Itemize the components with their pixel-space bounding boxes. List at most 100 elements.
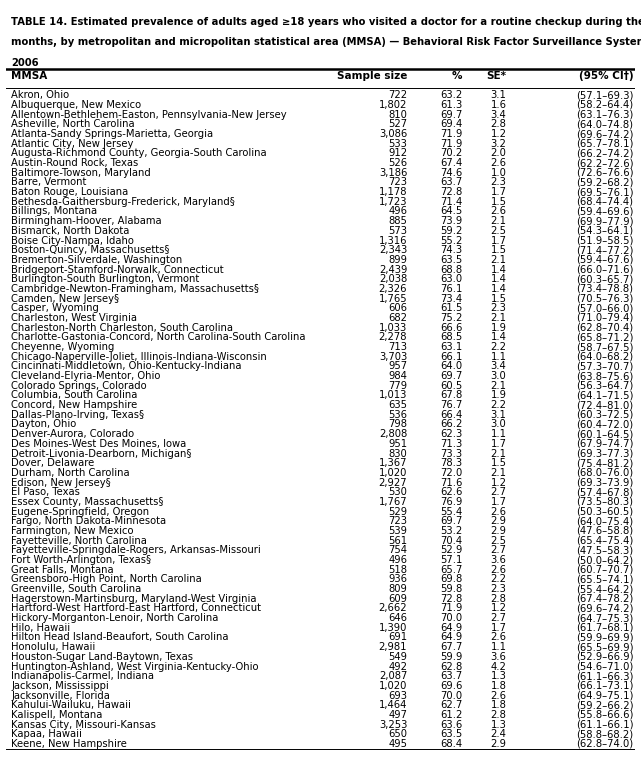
Text: 63.1: 63.1 — [440, 342, 462, 352]
Text: 76.9: 76.9 — [440, 497, 462, 507]
Text: 67.8: 67.8 — [440, 391, 462, 401]
Text: (57.0–66.0): (57.0–66.0) — [576, 303, 633, 313]
Text: (71.0–79.4): (71.0–79.4) — [576, 313, 633, 323]
Text: 3,086: 3,086 — [379, 129, 407, 139]
Text: 70.0: 70.0 — [440, 613, 462, 623]
Text: Bethesda-Gaithersburg-Frederick, Maryland§: Bethesda-Gaithersburg-Frederick, Marylan… — [12, 197, 235, 207]
Text: 63.6: 63.6 — [440, 720, 462, 730]
Text: 1.8: 1.8 — [490, 700, 506, 711]
Text: 70.2: 70.2 — [440, 148, 462, 158]
Text: (58.2–64.4): (58.2–64.4) — [576, 100, 633, 110]
Text: (62.2–72.6): (62.2–72.6) — [576, 158, 633, 168]
Text: Cheyenne, Wyoming: Cheyenne, Wyoming — [12, 342, 115, 352]
Text: Dayton, Ohio: Dayton, Ohio — [12, 420, 77, 429]
Text: 3,186: 3,186 — [379, 168, 407, 178]
Text: Greensboro-High Point, North Carolina: Greensboro-High Point, North Carolina — [12, 575, 202, 584]
Text: 66.4: 66.4 — [440, 410, 462, 420]
Text: (60.7–70.7): (60.7–70.7) — [576, 565, 633, 575]
Text: Asheville, North Carolina: Asheville, North Carolina — [12, 119, 135, 129]
Text: (65.8–71.2): (65.8–71.2) — [576, 332, 633, 342]
Text: Houston-Sugar Land-Baytown, Texas: Houston-Sugar Land-Baytown, Texas — [12, 652, 194, 662]
Text: (52.9–66.9): (52.9–66.9) — [576, 652, 633, 662]
Text: 2,439: 2,439 — [379, 264, 407, 274]
Text: Burlington-South Burlington, Vermont: Burlington-South Burlington, Vermont — [12, 274, 200, 284]
Text: Austin-Round Rock, Texas: Austin-Round Rock, Texas — [12, 158, 138, 168]
Text: 899: 899 — [388, 255, 407, 265]
Text: 2.9: 2.9 — [490, 516, 506, 526]
Text: 754: 754 — [388, 546, 407, 556]
Text: 62.7: 62.7 — [440, 700, 462, 711]
Text: Dover, Delaware: Dover, Delaware — [12, 458, 95, 468]
Text: Sample size: Sample size — [337, 71, 407, 81]
Text: 71.6: 71.6 — [440, 477, 462, 488]
Text: (59.4–69.6): (59.4–69.6) — [576, 207, 633, 217]
Text: (54.3–64.1): (54.3–64.1) — [576, 226, 633, 236]
Text: Bridgeport-Stamford-Norwalk, Connecticut: Bridgeport-Stamford-Norwalk, Connecticut — [12, 264, 224, 274]
Text: (68.0–76.0): (68.0–76.0) — [576, 468, 633, 478]
Text: 59.9: 59.9 — [440, 652, 462, 662]
Text: Boise City-Nampa, Idaho: Boise City-Nampa, Idaho — [12, 236, 135, 245]
Text: 73.9: 73.9 — [440, 216, 462, 226]
Text: 830: 830 — [388, 448, 407, 458]
Text: 76.1: 76.1 — [440, 284, 462, 294]
Text: 2.9: 2.9 — [490, 526, 506, 536]
Text: 573: 573 — [388, 226, 407, 236]
Text: 68.8: 68.8 — [440, 264, 462, 274]
Text: 64.9: 64.9 — [440, 632, 462, 642]
Text: 59.2: 59.2 — [440, 226, 462, 236]
Text: Concord, New Hampshire: Concord, New Hampshire — [12, 400, 138, 410]
Text: 74.3: 74.3 — [440, 245, 462, 255]
Text: 3.4: 3.4 — [491, 362, 506, 372]
Text: Farmington, New Mexico: Farmington, New Mexico — [12, 526, 134, 536]
Text: (60.1–64.5): (60.1–64.5) — [576, 429, 633, 439]
Text: (65.4–75.4): (65.4–75.4) — [576, 536, 633, 546]
Text: Kalispell, Montana: Kalispell, Montana — [12, 710, 103, 720]
Text: 2.4: 2.4 — [490, 730, 506, 739]
Text: Dallas-Plano-Irving, Texas§: Dallas-Plano-Irving, Texas§ — [12, 410, 145, 420]
Text: 722: 722 — [388, 90, 407, 100]
Text: Cambridge-Newton-Framingham, Massachusetts§: Cambridge-Newton-Framingham, Massachuset… — [12, 284, 260, 294]
Text: Jackson, Mississippi: Jackson, Mississippi — [12, 681, 109, 691]
Text: 693: 693 — [388, 691, 407, 701]
Text: Hilo, Hawaii: Hilo, Hawaii — [12, 622, 71, 633]
Text: 2.8: 2.8 — [490, 594, 506, 603]
Text: 63.7: 63.7 — [440, 671, 462, 681]
Text: months, by metropolitan and micropolitan statistical area (MMSA) — Behavioral Ri: months, by metropolitan and micropolitan… — [12, 37, 641, 47]
Text: 1.5: 1.5 — [490, 197, 506, 207]
Text: 1,033: 1,033 — [379, 323, 407, 333]
Text: 2.6: 2.6 — [490, 632, 506, 642]
Text: 1,723: 1,723 — [379, 197, 407, 207]
Text: TABLE 14. Estimated prevalence of adults aged ≥18 years who visited a doctor for: TABLE 14. Estimated prevalence of adults… — [12, 17, 641, 27]
Text: 1,802: 1,802 — [379, 100, 407, 110]
Text: 2,343: 2,343 — [379, 245, 407, 255]
Text: Kansas City, Missouri-Kansas: Kansas City, Missouri-Kansas — [12, 720, 156, 730]
Text: 609: 609 — [388, 594, 407, 603]
Text: 69.7: 69.7 — [440, 371, 462, 381]
Text: Durham, North Carolina: Durham, North Carolina — [12, 468, 130, 478]
Text: 936: 936 — [388, 575, 407, 584]
Text: 70.4: 70.4 — [440, 536, 462, 546]
Text: Cincinnati-Middletown, Ohio-Kentucky-Indiana: Cincinnati-Middletown, Ohio-Kentucky-Ind… — [12, 362, 242, 372]
Text: 55.4: 55.4 — [440, 507, 462, 517]
Text: 69.8: 69.8 — [440, 575, 462, 584]
Text: 66.2: 66.2 — [440, 420, 462, 429]
Text: 723: 723 — [388, 177, 407, 188]
Text: 2.1: 2.1 — [490, 381, 506, 391]
Text: 3.0: 3.0 — [491, 371, 506, 381]
Text: 1,367: 1,367 — [379, 458, 407, 468]
Text: Fayetteville, North Carolina: Fayetteville, North Carolina — [12, 536, 147, 546]
Text: 492: 492 — [388, 661, 407, 672]
Text: 1.0: 1.0 — [490, 168, 506, 178]
Text: 66.6: 66.6 — [440, 323, 462, 333]
Text: 1.4: 1.4 — [490, 332, 506, 342]
Text: Charleston, West Virginia: Charleston, West Virginia — [12, 313, 137, 323]
Text: 1.2: 1.2 — [490, 603, 506, 613]
Text: (54.6–71.0): (54.6–71.0) — [576, 661, 633, 672]
Text: 1.7: 1.7 — [490, 236, 506, 245]
Text: 2.7: 2.7 — [490, 613, 506, 623]
Text: 1.6: 1.6 — [490, 100, 506, 110]
Text: (62.8–74.0): (62.8–74.0) — [576, 739, 633, 749]
Text: 1,020: 1,020 — [379, 468, 407, 478]
Text: (64.7–75.3): (64.7–75.3) — [576, 613, 633, 623]
Text: 69.6: 69.6 — [440, 681, 462, 691]
